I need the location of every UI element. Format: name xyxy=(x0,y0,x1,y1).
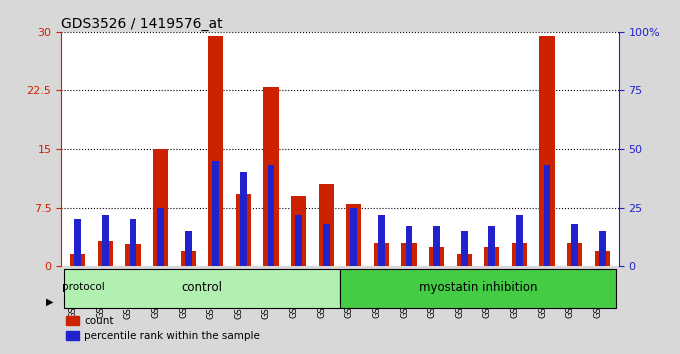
Bar xyxy=(263,86,279,266)
Bar xyxy=(212,161,219,266)
Bar xyxy=(433,226,440,266)
Bar xyxy=(599,231,606,266)
Bar xyxy=(185,231,192,266)
Bar xyxy=(291,196,306,266)
Text: control: control xyxy=(182,281,222,294)
Bar xyxy=(346,204,361,266)
Text: protocol: protocol xyxy=(62,282,105,292)
Bar xyxy=(401,243,417,266)
Bar xyxy=(516,215,523,266)
Bar xyxy=(240,172,247,266)
Bar xyxy=(405,226,413,266)
Bar xyxy=(512,243,527,266)
Text: ▶: ▶ xyxy=(46,297,54,307)
Bar xyxy=(181,251,196,266)
Bar xyxy=(457,255,472,266)
Bar xyxy=(153,149,168,266)
Bar xyxy=(208,36,223,266)
Bar xyxy=(98,241,113,266)
Bar xyxy=(319,184,334,266)
Bar xyxy=(484,247,499,266)
Bar xyxy=(125,244,141,266)
Bar xyxy=(236,194,251,266)
Bar xyxy=(543,165,551,266)
Text: GDS3526 / 1419576_at: GDS3526 / 1419576_at xyxy=(61,17,223,31)
Bar xyxy=(267,165,275,266)
Bar xyxy=(74,219,81,266)
Text: myostatin inhibition: myostatin inhibition xyxy=(419,281,537,294)
Bar xyxy=(157,207,164,266)
Bar xyxy=(488,226,495,266)
Bar xyxy=(594,251,610,266)
Bar xyxy=(70,255,86,266)
Legend: count, percentile rank within the sample: count, percentile rank within the sample xyxy=(67,316,260,341)
Bar xyxy=(350,207,357,266)
Bar xyxy=(129,219,137,266)
Bar xyxy=(378,215,385,266)
Bar xyxy=(539,36,555,266)
Bar xyxy=(340,269,616,308)
Bar xyxy=(64,269,340,308)
Bar xyxy=(374,243,389,266)
Bar xyxy=(567,243,582,266)
Bar xyxy=(295,215,302,266)
Bar xyxy=(323,224,330,266)
Bar xyxy=(461,231,468,266)
Bar xyxy=(571,224,578,266)
Bar xyxy=(102,215,109,266)
Bar xyxy=(429,247,444,266)
